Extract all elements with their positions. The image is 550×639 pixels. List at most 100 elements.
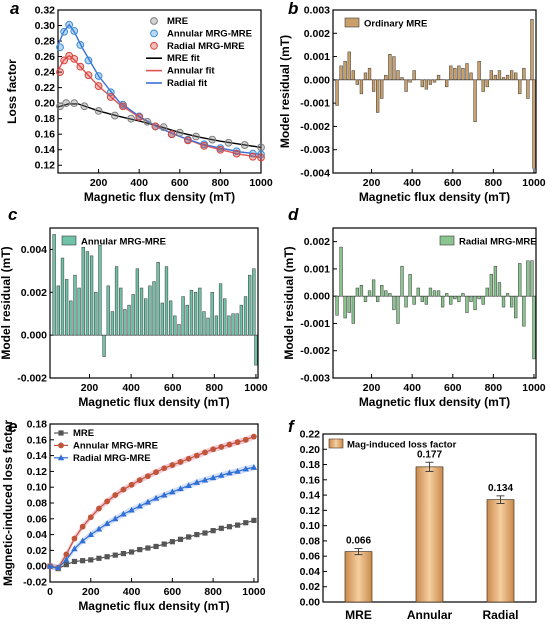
y-tick-label: -0.003 [300, 144, 330, 156]
y-tick-label: 0.06 [300, 551, 321, 563]
bar [404, 295, 408, 308]
data-point [60, 56, 68, 65]
x-tick-label: 1000 [522, 382, 546, 394]
y-tick-label: 0.20 [35, 98, 56, 110]
y-tick-label: 0.04 [300, 566, 321, 578]
x-tick-label: 600 [444, 177, 462, 189]
y-tick-label: 0.10 [300, 520, 321, 532]
legend-entry: Mag-induced loss factor [347, 440, 457, 451]
bar [396, 70, 400, 81]
y-tick-label: 0.001 [304, 51, 330, 63]
bar [415, 466, 444, 603]
panel-label: e [8, 417, 17, 436]
data-point [226, 524, 233, 530]
x-tick-label: 600 [164, 382, 182, 394]
x-axis-title: Magnetic flux density (mT) [359, 190, 510, 204]
bar [335, 79, 339, 106]
legend-entry: Annular MRG-MRE [167, 28, 252, 39]
x-tick-label: 200 [82, 586, 100, 598]
bar [449, 295, 453, 305]
bar [347, 51, 351, 81]
bar [497, 70, 502, 81]
bar [489, 70, 493, 81]
bar [69, 300, 73, 336]
legend: Ordinary MRE [344, 17, 427, 30]
bar [522, 67, 526, 81]
legend-entry: MRE [167, 16, 188, 27]
bar [85, 251, 90, 336]
data-point [112, 492, 119, 498]
legend-swatch [328, 438, 344, 449]
x-tick-label: 0 [47, 586, 53, 598]
bar [449, 65, 453, 81]
y-tick-label: 0.002 [21, 287, 47, 299]
y-tick-label: -0.002 [17, 373, 47, 385]
data-point [96, 555, 102, 561]
data-point [177, 485, 184, 492]
data-point [242, 436, 249, 443]
data-point [60, 27, 68, 36]
data-point [87, 531, 94, 537]
y-tick-label: -0.002 [300, 121, 330, 133]
bar [485, 79, 489, 88]
bar [371, 79, 376, 92]
bar [412, 70, 416, 81]
y-tick-label: 0.00 [27, 561, 48, 573]
legend-swatch [344, 17, 360, 28]
data-point [94, 107, 103, 115]
data-point [79, 523, 86, 530]
y-tick-label: -0.002 [300, 345, 330, 357]
bar [248, 274, 252, 336]
bar [473, 295, 477, 311]
data-point [242, 465, 249, 472]
y-tick-label: 0.00 [300, 597, 321, 609]
panel-e: e -0.02 0.00 0.02 0.04 0.06 0.08 0.10 0.12 0.14 0.… [1, 417, 266, 613]
panel-label: f [288, 417, 296, 436]
data-point [201, 476, 209, 483]
x-tick-label: 800 [485, 177, 503, 189]
bar [56, 285, 60, 336]
data-point [144, 473, 151, 480]
x-tick-label: 400 [130, 177, 148, 189]
y-tick-label: 0.16 [300, 474, 321, 486]
y-axis-title: Model residual (mT) [278, 35, 292, 148]
bar [445, 79, 449, 88]
bar [493, 74, 498, 81]
data-point [159, 123, 168, 132]
data-point [127, 114, 135, 123]
bar [428, 79, 433, 85]
data-point [63, 562, 69, 568]
data-point [153, 469, 159, 476]
legend-entry: Annular fit [167, 66, 215, 77]
bar [408, 274, 412, 297]
data-point [143, 117, 152, 126]
data-point [208, 135, 217, 144]
data-point [136, 477, 143, 483]
data-point [84, 71, 93, 80]
bar [351, 70, 355, 81]
data-label: 0.177 [417, 449, 442, 460]
bar [206, 317, 210, 336]
bar [98, 244, 102, 336]
data-point [96, 505, 102, 512]
data-point [79, 537, 86, 544]
bar [181, 296, 185, 336]
bar [388, 53, 392, 81]
y-tick-label: 0.16 [35, 129, 56, 141]
data-point [65, 20, 74, 29]
y-tick-label: 0.06 [27, 513, 48, 525]
data-point [177, 536, 184, 542]
data-point [54, 564, 62, 571]
data-point [56, 102, 64, 111]
data-point [103, 520, 111, 526]
bar [522, 295, 526, 327]
legend-entry: MRE fit [167, 53, 201, 64]
y-tick-label: 0.14 [300, 490, 321, 502]
y-tick-label: -0.003 [300, 373, 330, 385]
bar [505, 74, 510, 81]
y-tick-label: 0.22 [300, 429, 321, 441]
bar [465, 295, 469, 313]
legend-entry: Annular MRG-MRE [73, 440, 158, 451]
data-point [106, 93, 115, 101]
